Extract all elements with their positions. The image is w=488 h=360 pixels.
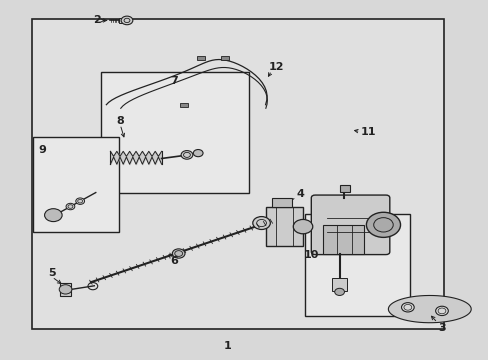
Bar xyxy=(32,19,444,329)
Polygon shape xyxy=(387,296,470,323)
Circle shape xyxy=(435,306,447,316)
Bar xyxy=(339,185,349,192)
Circle shape xyxy=(44,209,62,222)
Text: 11: 11 xyxy=(360,127,376,136)
Text: 5: 5 xyxy=(48,268,56,278)
Circle shape xyxy=(293,220,312,234)
Text: 10: 10 xyxy=(304,250,319,260)
Text: 2: 2 xyxy=(93,15,101,26)
Circle shape xyxy=(366,212,400,237)
Text: 6: 6 xyxy=(169,256,177,266)
Text: 7: 7 xyxy=(169,76,177,86)
Bar xyxy=(322,225,363,253)
Circle shape xyxy=(121,16,133,25)
Bar xyxy=(180,103,187,107)
Circle shape xyxy=(252,217,270,229)
Bar xyxy=(305,214,409,316)
Bar xyxy=(33,137,119,232)
Text: 1: 1 xyxy=(223,341,231,351)
Bar xyxy=(196,56,204,60)
Bar xyxy=(119,18,122,23)
FancyBboxPatch shape xyxy=(311,195,389,255)
Text: 9: 9 xyxy=(38,144,46,154)
Text: 4: 4 xyxy=(296,189,304,199)
Circle shape xyxy=(193,149,203,157)
Circle shape xyxy=(181,150,192,159)
Bar xyxy=(272,198,291,207)
Text: 12: 12 xyxy=(268,62,284,72)
Text: 3: 3 xyxy=(437,323,445,333)
Bar xyxy=(101,72,249,193)
Circle shape xyxy=(59,285,72,294)
Bar xyxy=(60,283,71,296)
Bar xyxy=(331,278,346,291)
Circle shape xyxy=(172,249,184,258)
Bar xyxy=(266,207,303,246)
Text: 8: 8 xyxy=(116,116,124,126)
Circle shape xyxy=(76,198,84,204)
Bar xyxy=(221,56,228,60)
Circle shape xyxy=(401,303,413,312)
Circle shape xyxy=(66,203,75,210)
Circle shape xyxy=(334,288,344,296)
